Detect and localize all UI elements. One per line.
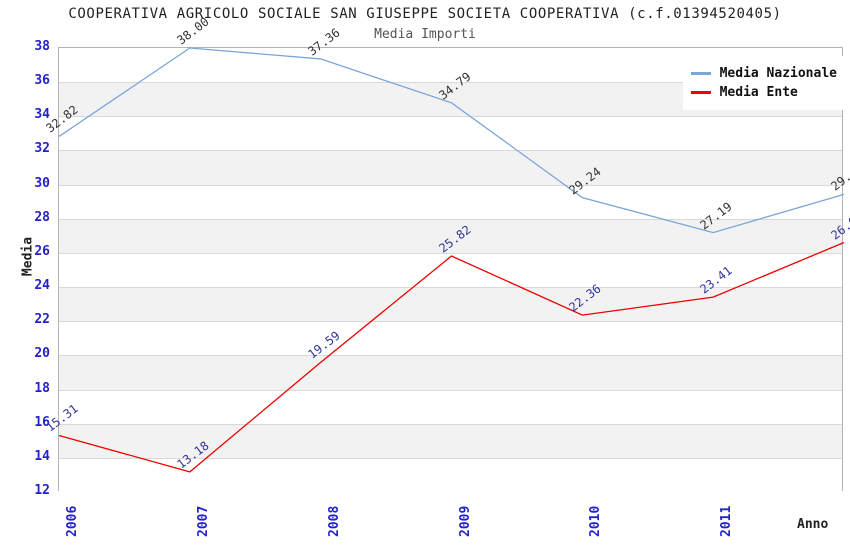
background-band bbox=[59, 184, 842, 219]
y-tick-label: 36 bbox=[34, 73, 50, 89]
gridline bbox=[59, 390, 842, 391]
x-axis-title: Anno bbox=[797, 517, 829, 532]
y-tick-label: 28 bbox=[34, 209, 50, 225]
legend-line-swatch-blue bbox=[690, 72, 711, 75]
y-tick-label: 16 bbox=[34, 414, 50, 430]
background-band bbox=[59, 252, 842, 288]
y-tick-label: 26 bbox=[34, 243, 50, 259]
gridline bbox=[59, 458, 842, 459]
series-lines bbox=[58, 47, 845, 473]
y-tick-label: 32 bbox=[34, 141, 50, 157]
legend-label: Media Nazionale bbox=[719, 66, 837, 81]
y-tick-label: 18 bbox=[34, 380, 50, 396]
background-band bbox=[59, 423, 842, 458]
x-tick-label: 2007 bbox=[195, 505, 211, 537]
gridline bbox=[59, 424, 842, 425]
x-tick-label: 2008 bbox=[326, 505, 342, 537]
series-line-media-nazionale bbox=[58, 47, 845, 234]
x-tick-label: 2006 bbox=[65, 505, 80, 537]
background-band bbox=[59, 287, 842, 322]
gridline bbox=[59, 82, 842, 83]
series-line-media-ente bbox=[58, 241, 845, 473]
legend: Media Nazionale Media Ente bbox=[682, 56, 847, 110]
legend-line-swatch-red bbox=[690, 91, 711, 94]
background-band bbox=[59, 457, 842, 492]
background-band bbox=[59, 218, 842, 253]
gridline bbox=[59, 355, 842, 356]
legend-label: Media Ente bbox=[719, 85, 798, 100]
background-band bbox=[59, 116, 842, 151]
y-tick-label: 20 bbox=[34, 346, 50, 362]
x-tick-label: 2011 bbox=[719, 505, 735, 537]
gridline bbox=[59, 321, 842, 322]
background-band bbox=[59, 321, 842, 356]
y-tick-label: 38 bbox=[34, 39, 50, 54]
gridline bbox=[59, 287, 842, 288]
legend-item-media-ente: Media Ente bbox=[690, 85, 837, 100]
background-band bbox=[59, 389, 842, 424]
gridline bbox=[59, 219, 842, 220]
x-tick-label: 2010 bbox=[588, 505, 604, 537]
y-tick-label: 14 bbox=[34, 448, 50, 464]
y-tick-label: 30 bbox=[34, 175, 50, 191]
chart-subtitle: Media Importi bbox=[374, 27, 476, 42]
x-tick-label: 2009 bbox=[457, 505, 473, 537]
y-tick-label: 12 bbox=[34, 483, 50, 498]
y-tick-label: 34 bbox=[34, 107, 50, 123]
gridline bbox=[59, 116, 842, 117]
gridline bbox=[59, 253, 842, 254]
legend-item-media-nazionale: Media Nazionale bbox=[690, 66, 837, 81]
background-band bbox=[59, 355, 842, 390]
background-band bbox=[59, 150, 842, 185]
gridline bbox=[59, 185, 842, 186]
chart-title: COOPERATIVA AGRICOLO SOCIALE SAN GIUSEPP… bbox=[68, 6, 782, 22]
plot-area: 32.82 38.00 37.36 34.79 29.24 27.19 29.43 15.31… bbox=[43, 15, 850, 492]
gridline bbox=[59, 150, 842, 151]
y-tick-label: 24 bbox=[34, 278, 50, 294]
y-tick-label: 22 bbox=[34, 312, 50, 328]
